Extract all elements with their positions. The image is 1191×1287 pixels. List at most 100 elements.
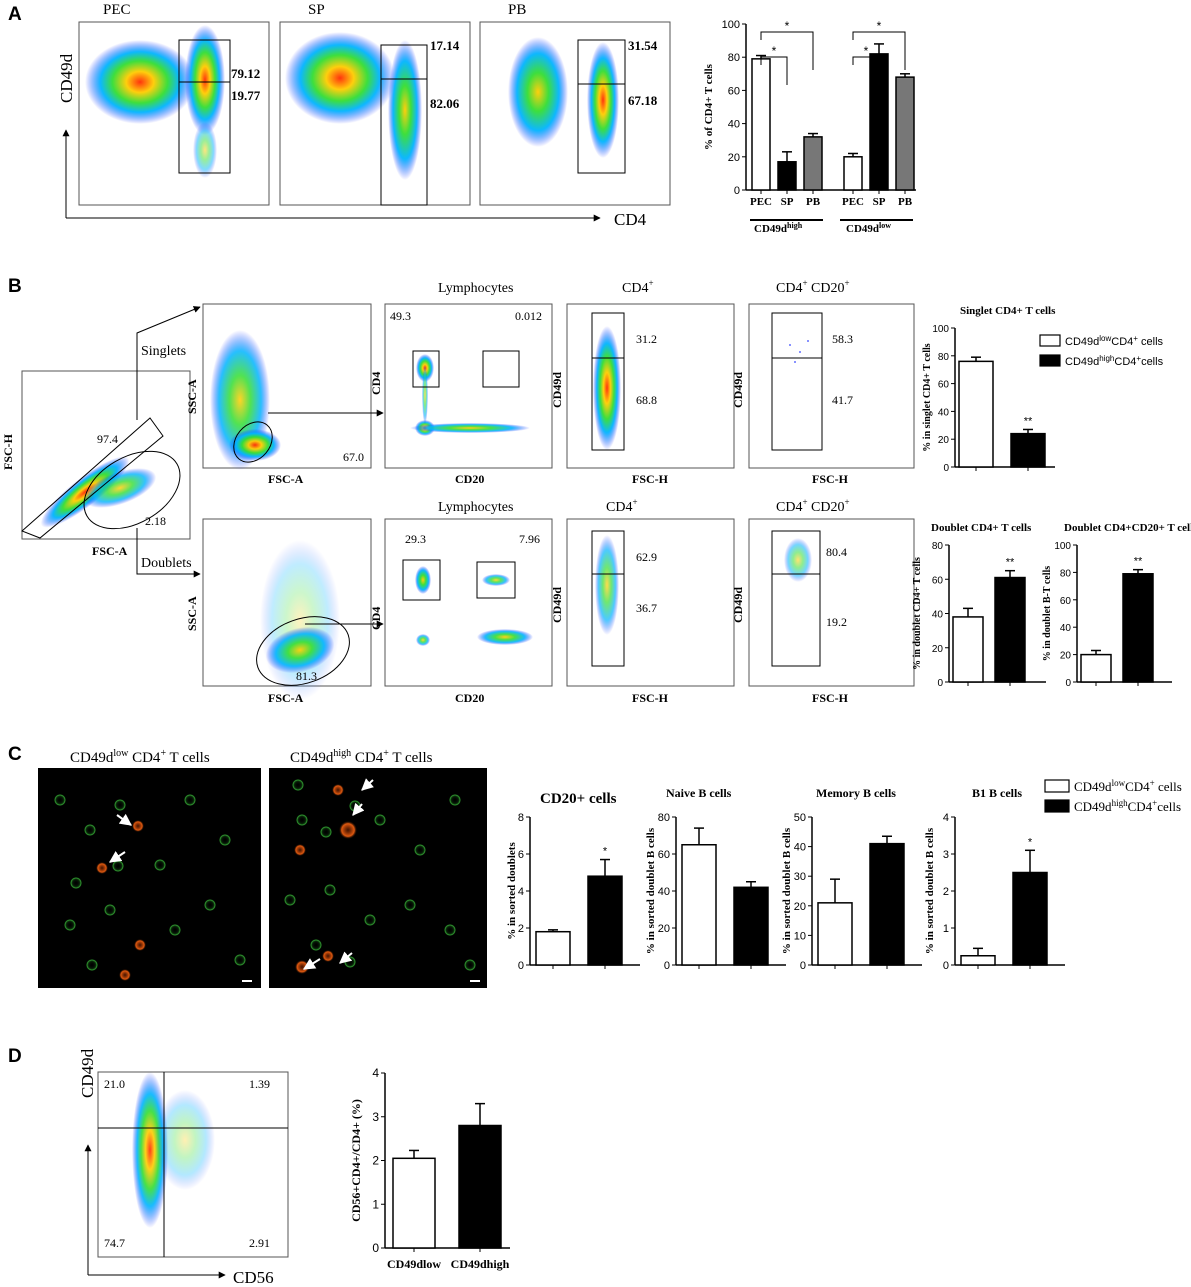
y-tick-label: 1 (372, 1197, 379, 1211)
significance-mark: ** (1006, 557, 1015, 569)
b-gating-plot: 97.4 2.18 FSC-H FSC-A Singlets Doublets (1, 306, 201, 578)
b-doublets-label: Doublets (141, 556, 192, 571)
panel-d: D CD49d CD56 21.0 1.39 74.7 2.91 (8, 1046, 289, 1287)
y-tick-label: 0 (1065, 678, 1071, 689)
significance-mark: ** (1134, 556, 1143, 568)
y-tick-label: 60 (1060, 596, 1072, 607)
y-tick-label: 0 (943, 960, 949, 972)
y-axis-label: % in singlet CD4+ T cells (922, 343, 933, 452)
significance-mark: * (877, 19, 882, 33)
y-tick-label: 60 (658, 849, 670, 861)
y-tick-label: 40 (658, 886, 670, 898)
y-axis-label: CD56+CD4+/CD4+ (%) (349, 1099, 363, 1222)
y-tick-label: 80 (932, 541, 944, 552)
bar (1010, 432, 1046, 468)
b-ssc-pct-2: 81.3 (296, 669, 317, 683)
panel-c: C CD49dlow CD4+ T cells CD49dhigh CD4+ T… (8, 744, 1182, 988)
b-cd4-xlabel: FSC-H (632, 472, 669, 486)
y-tick-label: 40 (728, 119, 740, 131)
y-axis-label: % in doublet B-T cells (1042, 566, 1053, 661)
b-singlet-pct: 97.4 (97, 432, 118, 446)
b-ssc-ylabel-2: SSC-A (185, 596, 199, 631)
c-image-title-low: CD49dlow CD4+ T cells (70, 748, 210, 766)
y-tick-label: 20 (794, 901, 806, 913)
b-lymph-ylabel-2: CD4 (369, 607, 383, 630)
bar (392, 1157, 436, 1249)
d-quadrant-ll: 74.7 (104, 1236, 125, 1250)
b-cd4-xlabel-2: FSC-H (632, 691, 669, 705)
y-tick-label: 4 (372, 1066, 379, 1080)
y-axis-label: % in sorted doublet B cells (781, 827, 793, 954)
significance-mark: * (1028, 836, 1033, 848)
y-tick-label: 60 (932, 575, 944, 586)
b-cd4cd20-upper: 58.3 (832, 332, 853, 346)
y-tick-label: 10 (794, 930, 806, 942)
panel-d-letter: D (8, 1046, 22, 1067)
y-tick-label: 0 (518, 960, 524, 972)
x-tick-label: CD49dlow (387, 1257, 441, 1271)
panel-a: A CD49d CD4 PEC 79.12 19.77 SP 17.14 (8, 2, 913, 235)
b-legend: CD49dlowCD4+ cells CD49dhighCD4+cells (1039, 334, 1164, 368)
chart-a-bar: 0 20 40 60 80 100 % of CD4+ T cells PEC SP PB PEC S… (703, 19, 916, 208)
y-tick-label: 60 (728, 85, 740, 97)
significance-bracket (760, 56, 788, 85)
bar (958, 360, 994, 468)
b-gating-ylabel: FSC-H (1, 433, 15, 470)
y-tick-label: 100 (722, 19, 740, 31)
d-quadrant-ur: 1.39 (249, 1077, 270, 1091)
y-tick-label: 80 (658, 812, 670, 824)
b-lymph-title: Lymphocytes (438, 281, 513, 296)
chart-title: Singlet CD4+ T cells (960, 305, 1056, 317)
bar (803, 136, 823, 191)
y-tick-label: 80 (938, 352, 950, 363)
y-tick-label: 60 (938, 380, 950, 391)
bar (458, 1124, 502, 1249)
y-tick-label: 20 (938, 435, 950, 446)
b-cd4-upper: 31.2 (636, 332, 657, 346)
bar (952, 616, 984, 683)
y-axis-label: % in doublet CD4+ T cells (912, 557, 923, 670)
chart-c-memory: 0 10 20 30 40 50% in sorted doublet B cells Me… (781, 786, 922, 972)
significance-mark: * (772, 44, 777, 58)
b-cd4cd20-lower: 41.7 (832, 393, 853, 407)
c-micrograph-high (269, 768, 487, 988)
d-flow-plot: 21.0 1.39 74.7 2.91 (97, 1071, 289, 1258)
b-ssc-xlabel-2: FSC-A (268, 691, 304, 705)
b-cd4-upper-2: 62.9 (636, 550, 657, 564)
x-tick-label: SP (781, 196, 794, 208)
x-tick-label: PB (806, 196, 821, 208)
bar (535, 930, 571, 966)
x-tick-label: PEC (842, 196, 864, 208)
y-tick-label: 1 (943, 923, 949, 935)
b-ssc-ylabel: SSC-A (185, 379, 199, 414)
b-row-doublets: 81.3 SSC-A FSC-A Lymphocytes 29.3 7.96 C… (185, 497, 915, 705)
bar (777, 161, 797, 191)
c-image-title-high: CD49dhigh CD4+ T cells (290, 748, 433, 766)
chart-title: Doublet CD4+CD20+ T cells (1064, 522, 1191, 534)
y-tick-label: 20 (658, 923, 670, 935)
a-gate-upper: 79.12 (231, 66, 260, 81)
significance-bracket (760, 31, 814, 70)
y-tick-label: 100 (1054, 541, 1071, 552)
y-axis-label: % in sorted doublet B cells (645, 827, 657, 954)
significance-mark: * (864, 44, 869, 58)
panel-b-letter: B (8, 276, 22, 297)
b-lymph-right-pct-2: 7.96 (519, 532, 540, 546)
y-tick-label: 40 (932, 610, 944, 621)
b-lymph-title-2: Lymphocytes (438, 500, 513, 515)
chart-c-cd20: 0 2 4 6 8 % in sorted doublets CD20+ cells * (506, 791, 640, 972)
bar (681, 844, 717, 966)
b-lymph-left-pct-2: 29.3 (405, 532, 426, 546)
panel-c-letter: C (8, 744, 22, 765)
y-tick-label: 100 (932, 324, 949, 335)
b-gating-xlabel: FSC-A (92, 544, 128, 558)
y-axis-label: % in sorted doublet B cells (924, 827, 936, 954)
y-tick-label: 0 (800, 960, 806, 972)
y-tick-label: 3 (943, 849, 949, 861)
a-gate-upper: 17.14 (430, 38, 460, 53)
b-cd4-lower: 68.8 (636, 393, 657, 407)
b-cd4cd20-ylabel: CD49d (731, 372, 745, 408)
y-tick-label: 4 (518, 886, 524, 898)
b-cd4-lower-2: 36.7 (636, 601, 657, 615)
